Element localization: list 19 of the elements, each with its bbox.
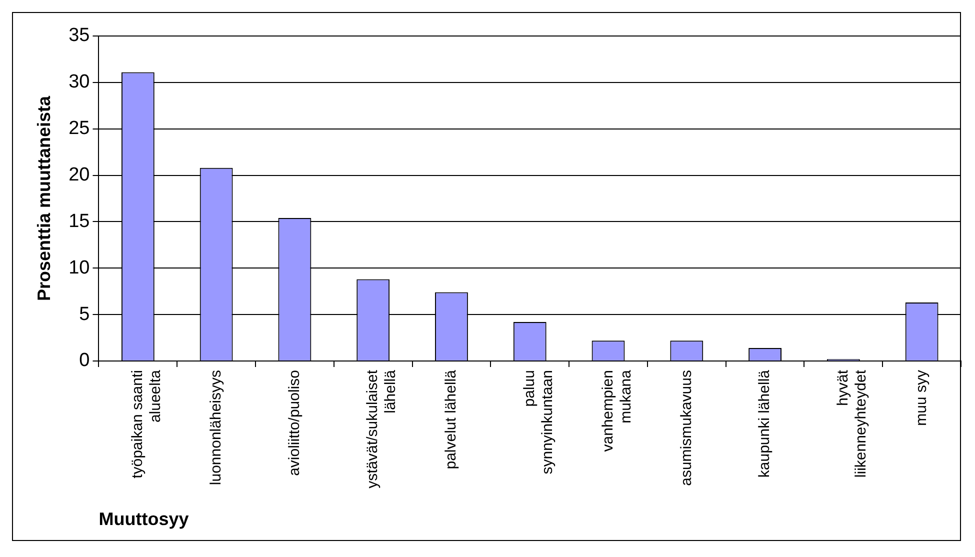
x-tick-label: muu syy <box>912 370 930 426</box>
y-tick-label: 10 <box>68 257 90 278</box>
x-tick-label: työpaikan saanti alueelta <box>129 369 164 478</box>
x-tick-label: luonnonläheisyys <box>207 370 224 486</box>
x-axis-title: Muuttosyy <box>98 509 189 530</box>
y-tick-label: 30 <box>68 72 90 93</box>
y-tick-label: 5 <box>79 304 90 325</box>
x-tick-label: ystävät/sukulaiset lähellä <box>364 369 400 488</box>
y-tick-label: 20 <box>68 164 90 186</box>
y-axis-title: Prosenttia muuttaneista <box>34 95 54 302</box>
x-tick-label: asumismukavuus <box>678 370 695 486</box>
x-tick-label: kaupunki lähellä <box>756 369 774 478</box>
y-tick-label: 15 <box>68 210 90 232</box>
y-tick-label: 35 <box>68 25 90 46</box>
y-tick-label: 25 <box>68 118 90 140</box>
x-tick-label: avioliitto/puoliso <box>286 370 303 476</box>
x-tick-label: palvelut lähellä <box>442 369 460 470</box>
y-tick-label: 0 <box>79 350 90 372</box>
x-tick-label: vanhempien mukana <box>599 369 634 452</box>
